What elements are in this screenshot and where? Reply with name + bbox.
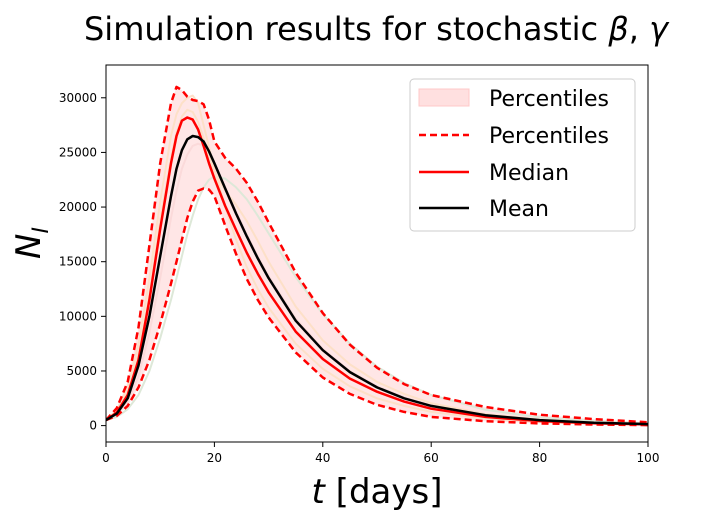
y-tick-label: 0 xyxy=(89,419,97,433)
y-axis: 0 5000 10000 15000 20000 25000 30000 xyxy=(59,91,106,433)
legend-label-percentiles-band: Percentiles xyxy=(489,87,609,112)
x-tick-label: 40 xyxy=(315,451,330,465)
legend-box xyxy=(409,78,636,232)
chart-title: Simulation results for stochastic β, γ xyxy=(84,10,670,48)
median-line xyxy=(106,116,648,426)
plot-area xyxy=(106,85,648,427)
percentile-line-lower xyxy=(106,187,648,427)
chart-title-text: Simulation results for stochastic β, γ xyxy=(84,10,670,48)
legend-label-percentiles-line: Percentiles xyxy=(489,124,609,149)
x-tick-label: 0 xyxy=(102,451,110,465)
trajectory-line xyxy=(106,94,648,426)
x-tick-label: 60 xyxy=(424,451,439,465)
x-tick-label: 100 xyxy=(637,451,660,465)
legend: Percentiles Percentiles Median Mean xyxy=(409,78,636,232)
y-tick-label: 5000 xyxy=(66,364,97,378)
legend-label-median: Median xyxy=(489,161,569,186)
y-tick-label: 10000 xyxy=(59,309,97,323)
mean-line xyxy=(106,134,648,426)
y-tick-label: 20000 xyxy=(59,200,97,214)
x-tick-label: 20 xyxy=(207,451,222,465)
x-axis-label: t [days] xyxy=(312,472,443,512)
y-tick-label: 15000 xyxy=(59,255,97,269)
y-tick-label: 25000 xyxy=(59,145,97,159)
legend-swatch-band xyxy=(418,88,470,107)
y-axis-label: NI xyxy=(9,227,54,259)
x-axis: 0 20 40 60 80 100 xyxy=(102,442,659,465)
legend-label-mean: Mean xyxy=(489,197,549,222)
x-tick-label: 80 xyxy=(532,451,547,465)
y-tick-label: 30000 xyxy=(59,91,97,105)
plot-frame xyxy=(105,64,649,443)
